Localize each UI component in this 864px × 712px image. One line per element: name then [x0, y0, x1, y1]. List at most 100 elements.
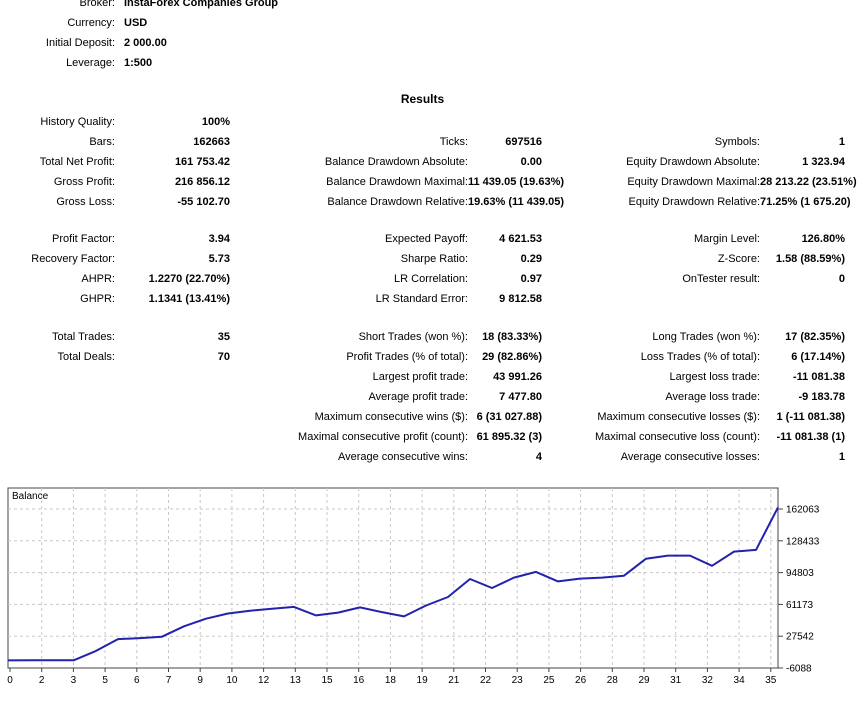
stat-value: 0: [838, 273, 845, 285]
stat-label: Balance Drawdown Absolute:: [324, 156, 468, 168]
x-axis-tick-label: 16: [353, 675, 365, 686]
stat-label: Gross Loss:: [56, 196, 115, 208]
stat-value: 5.73: [208, 253, 230, 265]
stats-row: Recovery Factor: 5.73 Sharpe Ratio: 0.29 Z-S…: [0, 249, 845, 269]
stat-value: 1.1341 (13.41%): [148, 293, 230, 305]
account-value: InstaForex Companies Group: [124, 0, 279, 9]
stats-row: Largest profit trade: 43 991.26 Largest lo…: [0, 367, 845, 387]
x-axis-tick-label: 7: [166, 675, 172, 686]
stat-label: LR Correlation:: [394, 273, 468, 285]
x-axis-tick-label: 32: [702, 675, 714, 686]
stats-row: Average profit trade: 7 477.80 Average los…: [0, 387, 845, 407]
stat-value: 11 439.05 (19.63%): [468, 176, 565, 188]
account-label: Broker:: [79, 0, 115, 9]
y-axis-tick-label: -6088: [786, 664, 812, 675]
x-axis-tick-label: 12: [258, 675, 270, 686]
account-value: 2 000.00: [124, 37, 167, 49]
stat-value: 0.00: [520, 156, 542, 168]
stats-row: Total Net Profit: 161 753.42 Balance Drawd…: [0, 152, 845, 172]
stats-row: Gross Loss: -55 102.70 Balance Drawdown Re…: [0, 192, 850, 212]
stat-label: Margin Level:: [693, 233, 760, 245]
x-axis-tick-label: 23: [512, 675, 524, 686]
stat-label: GHPR:: [80, 293, 115, 305]
stat-label: Maximum consecutive wins ($):: [314, 411, 468, 423]
stat-label: Bars:: [89, 136, 115, 148]
stat-value: 100%: [201, 116, 230, 128]
stat-value: 1: [838, 451, 845, 463]
stat-label: Ticks:: [439, 136, 468, 148]
balance-chart-svg: 0 2 3 5 6 7 9 10 12 13 15 16 18 19 21 22 23 25 26 28 29 31 32 3…: [7, 487, 820, 686]
stats-row: Profit Factor: 3.94 Expected Payoff: 4 621.…: [0, 229, 845, 249]
stat-value: 216 856.12: [174, 176, 230, 188]
stat-label: Expected Payoff:: [385, 233, 468, 245]
stat-label: Recovery Factor:: [31, 253, 115, 265]
account-value: 1:500: [124, 57, 153, 69]
stat-label: Equity Drawdown Maximal:: [627, 176, 760, 188]
stat-value: 0.29: [520, 253, 542, 265]
x-axis-tick-label: 2: [39, 675, 45, 686]
stat-label: Long Trades (won %):: [652, 331, 760, 343]
stats-block: History Quality: 100% Bars: 162663 Ticks: 697…: [0, 112, 857, 212]
stats-row: Maximum consecutive wins ($): 6 (31 027.8…: [0, 407, 845, 427]
x-axis-tick-label: 29: [638, 675, 650, 686]
stats-row: AHPR: 1.2270 (22.70%) LR Correlation: 0.97 O…: [0, 269, 845, 289]
account-row: Currency: USD: [0, 13, 278, 33]
x-axis-tick-label: 19: [417, 675, 429, 686]
stat-value: 17 (82.35%): [785, 331, 845, 343]
stat-label: Sharpe Ratio:: [400, 253, 468, 265]
stat-label: History Quality:: [40, 116, 115, 128]
account-label: Initial Deposit:: [45, 37, 115, 49]
stats-row: Gross Profit: 216 856.12 Balance Drawdown …: [0, 172, 857, 192]
stat-value: 161 753.42: [174, 156, 230, 168]
y-axis-tick-label: 128433: [786, 536, 820, 547]
stat-label: Balance Drawdown Maximal:: [326, 176, 468, 188]
stats-row: Total Deals: 70 Profit Trades (% of total)…: [0, 347, 845, 367]
stats-row: History Quality: 100%: [0, 112, 845, 132]
stat-label: Symbols:: [714, 136, 760, 148]
x-axis-tick-label: 25: [543, 675, 555, 686]
stat-label: Gross Profit:: [53, 176, 115, 188]
stat-value: 35: [217, 331, 230, 343]
stat-label: Equity Drawdown Relative:: [628, 196, 760, 208]
x-axis-tick-label: 35: [765, 675, 777, 686]
stat-value: 43 991.26: [493, 371, 542, 383]
account-row: Broker: InstaForex Companies Group: [0, 0, 279, 13]
x-axis-tick-label: 0: [7, 675, 13, 686]
account-info: Broker: InstaForex Companies Group Currenc…: [0, 0, 278, 73]
x-axis-tick-label: 26: [575, 675, 587, 686]
stat-label: OnTester result:: [682, 273, 760, 285]
stat-label: Balance Drawdown Relative:: [327, 196, 468, 208]
stat-value: -11 081.38: [793, 371, 845, 383]
stat-value: 697516: [505, 136, 542, 148]
stat-label: Short Trades (won %):: [358, 331, 468, 343]
balance-chart: 0 2 3 5 6 7 9 10 12 13 15 16 18 19 21 22 23 25 26 28 29 31 32 3…: [7, 486, 863, 701]
stat-value: 1.58 (88.59%): [775, 253, 845, 265]
stat-value: 0.97: [520, 273, 542, 285]
stat-value: 19.63% (11 439.05): [468, 196, 565, 208]
stats-row: GHPR: 1.1341 (13.41%) LR Standard Error: 9 …: [0, 289, 845, 309]
stat-value: -9 183.78: [798, 391, 845, 403]
stat-label: Total Trades:: [52, 331, 115, 343]
x-axis-tick-label: 18: [385, 675, 397, 686]
stat-value: 28 213.22 (23.51%): [760, 176, 857, 188]
x-axis-tick-label: 21: [448, 675, 460, 686]
x-axis-tick-label: 28: [607, 675, 619, 686]
stat-label: Largest loss trade:: [669, 371, 761, 383]
stat-label: AHPR:: [81, 273, 115, 285]
stat-label: Profit Trades (% of total):: [346, 351, 468, 363]
balance-line: [7, 506, 779, 662]
stat-value: 126.80%: [801, 233, 845, 245]
x-axis-tick-label: 6: [134, 675, 140, 686]
stat-label: Average consecutive wins:: [337, 451, 468, 463]
stats-block: Total Trades: 35 Short Trades (won %): 18 (…: [0, 327, 845, 467]
stat-value: 70: [217, 351, 230, 363]
stat-label: Maximal consecutive profit (count):: [298, 431, 468, 443]
x-axis-tick-label: 31: [670, 675, 682, 686]
stat-label: Average profit trade:: [368, 391, 468, 403]
stat-value: 29 (82.86%): [482, 351, 542, 363]
stats-row: Average consecutive wins: 4 Average consec…: [0, 447, 845, 467]
stat-label: Z-Score:: [717, 253, 760, 265]
stat-value: 6 (31 027.88): [476, 411, 542, 423]
stat-value: 1 323.94: [802, 156, 845, 168]
stat-label: Maximum consecutive losses ($):: [597, 411, 760, 423]
